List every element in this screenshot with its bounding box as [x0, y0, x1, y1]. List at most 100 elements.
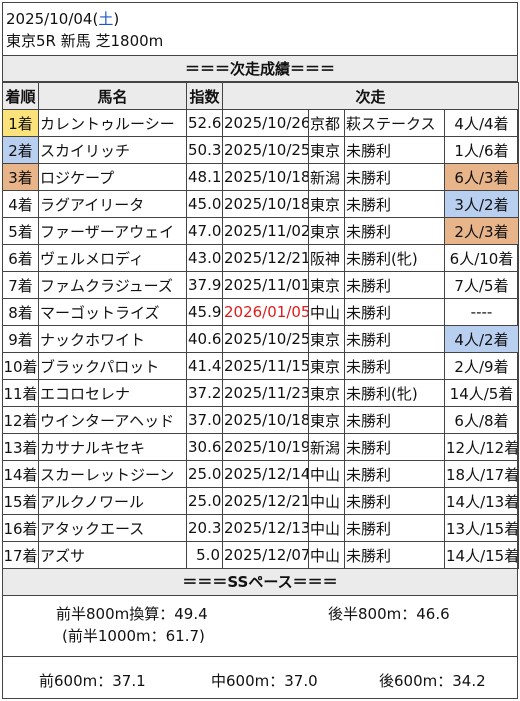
race-date-value: 2025/10/04 — [6, 10, 93, 28]
finish-position: 11着 — [2, 379, 39, 407]
next-race-result: 7人/5着 — [443, 271, 520, 299]
rear-600-split: 後600m：34.2 — [379, 672, 486, 690]
next-race-venue: 東京 — [308, 136, 345, 164]
finish-position: 9着 — [2, 325, 39, 353]
next-race-name: 未勝利 — [344, 217, 445, 245]
next-race-result: 18人/17着 — [443, 460, 520, 488]
speed-index: 25.0 — [186, 487, 223, 515]
splits-section: 前600m：37.1 中600m：37.0 後600m：34.2 — [3, 656, 517, 696]
horse-name: ウインターアヘッド — [38, 406, 187, 434]
next-race-name: 未勝利 — [344, 271, 445, 299]
next-race-name: 未勝利 — [344, 406, 445, 434]
speed-index: 43.0 — [186, 244, 223, 272]
speed-index: 5.0 — [186, 541, 223, 569]
horse-name: ナックホワイト — [38, 325, 187, 353]
next-race-result: 2人/9着 — [443, 352, 520, 380]
next-race-venue: 東京 — [308, 406, 345, 434]
table-header-row: 着順 馬名 指数 次走 — [2, 82, 520, 110]
next-race-venue: 東京 — [308, 271, 345, 299]
next-race-venue: 中山 — [308, 298, 345, 326]
next-race-name: 未勝利 — [344, 325, 445, 353]
finish-position: 16着 — [2, 514, 39, 542]
next-race-date: 2025/11/01 — [222, 271, 309, 299]
next-race-venue: 中山 — [308, 487, 345, 515]
horse-name: アズサ — [38, 541, 187, 569]
next-race-name: 未勝利 — [344, 136, 445, 164]
speed-index: 47.0 — [186, 217, 223, 245]
next-race-name: 未勝利 — [344, 460, 445, 488]
col-finish: 着順 — [2, 82, 39, 110]
col-horse: 馬名 — [38, 82, 187, 110]
horse-name: ラグアイリータ — [38, 190, 187, 218]
weekday-close: ) — [113, 10, 120, 28]
speed-index: 48.1 — [186, 163, 223, 191]
finish-position: 6着 — [2, 244, 39, 272]
table-row: 2着 スカイリッチ 50.3 2025/10/25 東京 未勝利 1人/6着 — [2, 136, 520, 164]
next-race-result: 2人/3着 — [443, 217, 520, 245]
speed-index: 40.6 — [186, 325, 223, 353]
finish-position: 2着 — [2, 136, 39, 164]
table-row: 7着 ファムクラジューズ 37.9 2025/11/01 東京 未勝利 7人/5着 — [2, 271, 520, 299]
next-race-name: 未勝利 — [344, 352, 445, 380]
next-race-name: 未勝利(牝) — [344, 244, 445, 272]
table-row: 4着 ラグアイリータ 45.0 2025/10/18 東京 未勝利 3人/2着 — [2, 190, 520, 218]
next-race-date: 2025/10/19 — [222, 433, 309, 461]
next-race-date: 2025/10/25 — [222, 325, 309, 353]
table-row: 15着 アルクノワール 25.0 2025/12/21 中山 未勝利 14人/13着 — [2, 487, 520, 515]
finish-position: 1着 — [2, 109, 39, 137]
next-race-name: 未勝利(牝) — [344, 379, 445, 407]
table-row: 9着 ナックホワイト 40.6 2025/10/25 東京 未勝利 4人/2着 — [2, 325, 520, 353]
next-race-result: ---- — [443, 298, 520, 326]
finish-position: 13着 — [2, 433, 39, 461]
table-row: 10着 ブラックパロット 41.4 2025/11/15 東京 未勝利 2人/9着 — [2, 352, 520, 380]
next-race-date: 2025/10/25 — [222, 136, 309, 164]
next-race-result: 1人/6着 — [443, 136, 520, 164]
next-race-venue: 京都 — [308, 109, 345, 137]
finish-position: 8着 — [2, 298, 39, 326]
next-race-date: 2025/10/26 — [222, 109, 309, 137]
next-race-date: 2025/11/15 — [222, 352, 309, 380]
table-row: 6着 ヴェルメロディ 43.0 2025/12/21 阪神 未勝利(牝) 6人/10着 — [2, 244, 520, 272]
speed-index: 37.0 — [186, 406, 223, 434]
speed-index: 37.2 — [186, 379, 223, 407]
results-table: 着順 馬名 指数 次走 1着 カレントゥルーシー 52.6 2025/10/26 京都萩… — [2, 82, 520, 569]
next-race-date: 2026/01/05 — [222, 298, 309, 326]
next-race-result: 6人/10着 — [443, 244, 520, 272]
horse-name: ファムクラジューズ — [38, 271, 187, 299]
horse-name: カレントゥルーシー — [38, 109, 187, 137]
next-race-venue: 東京 — [308, 379, 345, 407]
table-row: 3着 ロジケープ 48.1 2025/10/18 新潟 未勝利 6人/3着 — [2, 163, 520, 191]
pace-section: 前半800m換算：49.4 後半800m：46.6 (前半1000m：61.7) — [3, 596, 517, 656]
speed-index: 45.0 — [186, 190, 223, 218]
speed-index: 30.6 — [186, 433, 223, 461]
table-row: 1着 カレントゥルーシー 52.6 2025/10/26 京都 萩ステークス 4人/4着 — [2, 109, 520, 137]
horse-name: エコロセレナ — [38, 379, 187, 407]
horse-name: ブラックパロット — [38, 352, 187, 380]
speed-index: 45.9 — [186, 298, 223, 326]
next-race-name: 未勝利 — [344, 163, 445, 191]
front-600-split: 前600m：37.1 — [39, 672, 146, 690]
table-row: 8着 マーゴットライズ 45.9 2026/01/05 中山 未勝利 ---- — [2, 298, 520, 326]
next-race-venue: 東京 — [308, 217, 345, 245]
next-race-name: 未勝利 — [344, 514, 445, 542]
next-race-venue: 東京 — [308, 325, 345, 353]
next-race-name: 未勝利 — [344, 433, 445, 461]
first-1000-pace: (前半1000m：61.7) — [62, 627, 205, 645]
finish-position: 5着 — [2, 217, 39, 245]
finish-position: 12着 — [2, 406, 39, 434]
speed-index: 41.4 — [186, 352, 223, 380]
next-race-date: 2025/12/21 — [222, 487, 309, 515]
finish-position: 7着 — [2, 271, 39, 299]
last-800-pace: 後半800m：46.6 — [328, 605, 450, 623]
next-race-date: 2025/10/18 — [222, 163, 309, 191]
weekday-open: ( — [92, 10, 99, 28]
next-race-result: 6人/3着 — [443, 163, 520, 191]
finish-position: 17着 — [2, 541, 39, 569]
next-race-date: 2025/12/13 — [222, 514, 309, 542]
speed-index: 20.3 — [186, 514, 223, 542]
horse-name: スカイリッチ — [38, 136, 187, 164]
next-race-date: 2025/11/23 — [222, 379, 309, 407]
race-header: 2025/10/04(土) 東京5R 新馬 芝1800m — [3, 3, 517, 55]
next-race-result: 13人/15着 — [443, 514, 520, 542]
